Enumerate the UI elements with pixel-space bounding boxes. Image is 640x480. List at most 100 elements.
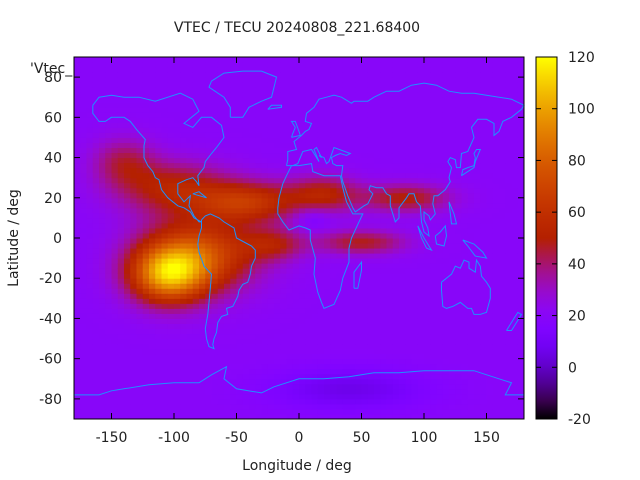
heatmap-cell: [455, 268, 462, 274]
heatmap-cell: [130, 162, 137, 169]
heatmap-cell: [405, 313, 412, 319]
heatmap-cell: [217, 112, 225, 118]
heatmap-cell: [74, 82, 81, 88]
heatmap-cell: [380, 92, 387, 98]
heatmap-cell: [361, 92, 369, 98]
heatmap-cell: [274, 177, 281, 184]
heatmap-cell: [442, 77, 450, 83]
heatmap-cell: [92, 107, 100, 113]
heatmap-cell: [242, 232, 250, 239]
heatmap-cell: [186, 152, 194, 159]
heatmap-cell: [199, 217, 206, 224]
heatmap-cell: [86, 348, 94, 355]
heatmap-cell: [467, 112, 475, 118]
heatmap-cell: [380, 72, 387, 78]
heatmap-cell: [217, 323, 225, 329]
heatmap-cell: [455, 127, 462, 133]
heatmap-cell: [274, 373, 281, 380]
heatmap-cell: [242, 202, 250, 209]
heatmap-cell: [474, 383, 481, 390]
heatmap-cell: [286, 368, 294, 375]
heatmap-cell: [236, 137, 244, 143]
heatmap-cell: [217, 388, 225, 395]
heatmap-cell: [167, 253, 175, 259]
heatmap-cell: [455, 92, 462, 98]
heatmap-cell: [436, 227, 444, 234]
heatmap-cell: [499, 182, 506, 189]
heatmap-cell: [199, 177, 206, 184]
heatmap-cell: [99, 348, 106, 355]
heatmap-cell: [74, 313, 81, 319]
heatmap-cell: [374, 72, 381, 78]
heatmap-cell: [255, 127, 262, 133]
heatmap-cell: [80, 172, 87, 179]
heatmap-cell: [249, 187, 256, 194]
heatmap-cell: [130, 308, 137, 314]
heatmap-cell: [317, 288, 325, 294]
heatmap-cell: [461, 398, 469, 405]
heatmap-cell: [336, 333, 344, 340]
heatmap-cell: [455, 232, 462, 239]
heatmap-cell: [474, 177, 481, 184]
heatmap-cell: [424, 122, 431, 128]
heatmap-cell: [192, 207, 200, 214]
heatmap-cell: [267, 398, 275, 405]
heatmap-cell: [399, 268, 406, 274]
heatmap-cell: [199, 238, 206, 244]
heatmap-cell: [167, 373, 175, 380]
heatmap-cell: [205, 107, 212, 113]
heatmap-cell: [86, 288, 94, 294]
heatmap-cell: [367, 97, 375, 103]
heatmap-cell: [74, 192, 81, 199]
heatmap-cell: [361, 253, 369, 259]
heatmap-cell: [149, 308, 156, 314]
heatmap-cell: [380, 343, 387, 350]
heatmap-cell: [92, 112, 100, 118]
heatmap-cell: [99, 268, 106, 274]
heatmap-cell: [80, 162, 87, 169]
heatmap-cell: [399, 167, 406, 174]
heatmap-cell: [361, 318, 369, 324]
heatmap-cell: [380, 202, 387, 209]
heatmap-cell: [292, 318, 300, 324]
heatmap-cell: [249, 308, 256, 314]
heatmap-cell: [486, 283, 494, 289]
heatmap-cell: [80, 147, 87, 154]
heatmap-cell: [449, 87, 456, 93]
heatmap-cell: [211, 408, 219, 415]
heatmap-cell: [280, 142, 287, 148]
heatmap-cell: [405, 308, 412, 314]
heatmap-cell: [305, 187, 312, 194]
heatmap-cell: [324, 388, 331, 395]
heatmap-cell: [199, 87, 206, 93]
heatmap-cell: [74, 333, 81, 340]
heatmap-cell: [211, 263, 219, 269]
heatmap-cell: [224, 288, 231, 294]
heatmap-cell: [224, 358, 231, 365]
heatmap-cell: [111, 308, 119, 314]
heatmap-cell: [292, 132, 300, 138]
heatmap-cell: [392, 298, 400, 304]
heatmap-cell: [424, 348, 431, 355]
heatmap-cell: [99, 142, 106, 148]
heatmap-cell: [317, 333, 325, 340]
heatmap-cell: [349, 172, 356, 179]
heatmap-cell: [267, 112, 275, 118]
heatmap-cell: [274, 253, 281, 259]
heatmap-cell: [167, 303, 175, 309]
heatmap-cell: [136, 117, 144, 123]
heatmap-cell: [492, 142, 500, 148]
heatmap-cell: [186, 62, 194, 68]
heatmap-cell: [292, 77, 300, 83]
heatmap-cell: [224, 343, 231, 350]
heatmap-cell: [361, 137, 369, 143]
heatmap-cell: [480, 232, 487, 239]
heatmap-cell: [374, 177, 381, 184]
heatmap-cell: [274, 132, 281, 138]
heatmap-cell: [380, 67, 387, 73]
heatmap-cell: [267, 232, 275, 239]
heatmap-cell: [430, 413, 437, 420]
heatmap-cell: [424, 333, 431, 340]
heatmap-cell: [336, 363, 344, 370]
heatmap-cell: [442, 388, 450, 395]
